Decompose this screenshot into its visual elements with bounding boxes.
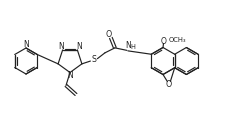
Text: O: O [106, 30, 112, 39]
Text: S: S [91, 55, 96, 64]
Text: N: N [67, 72, 73, 81]
Text: N: N [125, 41, 131, 50]
Text: N: N [58, 42, 64, 51]
Text: N: N [23, 40, 29, 49]
Text: OCH₃: OCH₃ [169, 37, 187, 43]
Text: H: H [130, 44, 135, 50]
Text: O: O [161, 36, 166, 46]
Text: N: N [76, 42, 82, 51]
Text: O: O [166, 80, 172, 89]
